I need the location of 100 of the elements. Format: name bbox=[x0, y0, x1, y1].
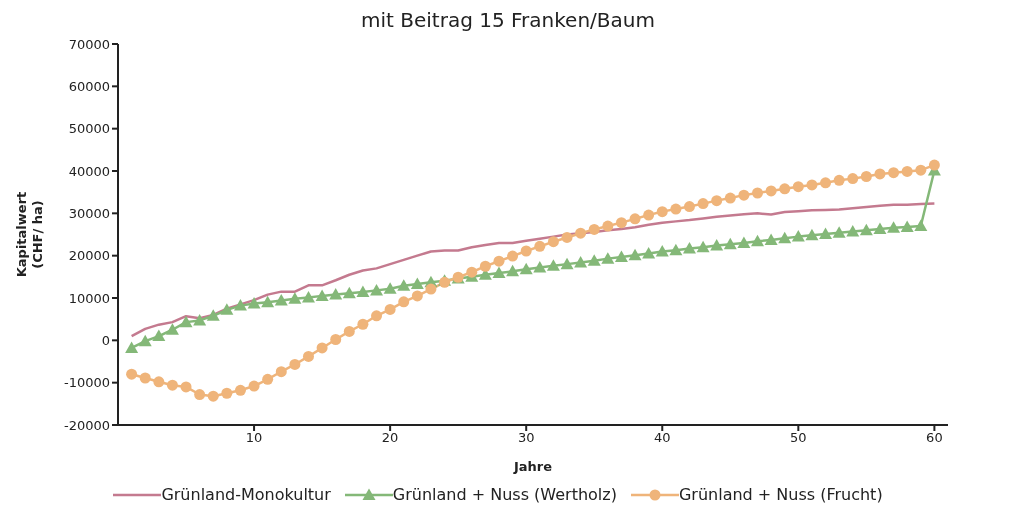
point bbox=[220, 303, 234, 315]
point bbox=[506, 264, 520, 277]
point bbox=[206, 309, 220, 321]
point bbox=[847, 173, 859, 185]
point bbox=[723, 237, 737, 250]
point bbox=[859, 223, 873, 236]
x-tick-label: 10 bbox=[245, 430, 263, 446]
x-tick-label: 60 bbox=[926, 430, 943, 446]
y-tick-label: 70000 bbox=[68, 36, 110, 52]
point bbox=[832, 226, 846, 238]
point bbox=[655, 244, 669, 257]
y-tick-label: 40000 bbox=[68, 163, 110, 179]
point bbox=[153, 376, 165, 388]
point bbox=[425, 283, 437, 295]
point bbox=[247, 297, 261, 309]
point bbox=[493, 255, 505, 267]
point bbox=[193, 313, 207, 326]
point bbox=[411, 290, 423, 302]
point bbox=[384, 303, 396, 315]
point bbox=[628, 248, 642, 261]
point bbox=[752, 187, 764, 199]
point bbox=[710, 239, 724, 251]
point bbox=[410, 277, 424, 290]
point bbox=[370, 283, 384, 296]
chart-title: mit Beitrag 15 Franken/Baum bbox=[360, 8, 656, 34]
legend-label: Grünland + Nuss (Wertholz) bbox=[392, 485, 617, 504]
point bbox=[683, 201, 695, 213]
point bbox=[520, 245, 532, 257]
point bbox=[791, 230, 805, 242]
point bbox=[330, 333, 342, 345]
y-tick-label: 30000 bbox=[68, 205, 110, 221]
point bbox=[507, 250, 519, 262]
legend-label: Grünland-Monokultur bbox=[161, 485, 331, 504]
point bbox=[316, 342, 328, 354]
x-tick-label: 50 bbox=[790, 430, 807, 446]
point bbox=[888, 167, 900, 179]
point bbox=[792, 181, 804, 193]
point bbox=[180, 381, 192, 393]
point bbox=[301, 291, 315, 303]
point bbox=[315, 289, 329, 301]
point bbox=[805, 228, 819, 241]
point bbox=[915, 164, 927, 176]
point bbox=[682, 241, 696, 254]
point bbox=[274, 294, 288, 306]
point bbox=[179, 315, 193, 328]
point bbox=[546, 259, 560, 271]
point bbox=[547, 236, 559, 248]
point bbox=[643, 209, 655, 221]
point bbox=[602, 220, 614, 232]
point bbox=[248, 380, 260, 392]
point bbox=[928, 159, 940, 171]
point bbox=[398, 296, 410, 308]
point bbox=[696, 240, 710, 253]
point bbox=[289, 358, 301, 370]
point bbox=[126, 368, 138, 380]
point bbox=[356, 285, 370, 298]
point bbox=[629, 213, 641, 225]
x-axis-title: Jahre bbox=[512, 459, 553, 474]
point bbox=[519, 262, 533, 275]
point bbox=[765, 185, 777, 197]
point bbox=[751, 234, 765, 247]
point bbox=[466, 266, 478, 278]
y-tick-label: 50000 bbox=[68, 121, 110, 137]
point bbox=[288, 292, 302, 304]
point bbox=[779, 183, 791, 195]
point bbox=[221, 387, 233, 399]
point bbox=[343, 325, 355, 337]
point bbox=[165, 323, 179, 335]
point bbox=[656, 206, 668, 218]
point bbox=[887, 221, 901, 233]
y-tick-label: 10000 bbox=[68, 290, 110, 306]
point bbox=[207, 390, 219, 402]
point bbox=[819, 227, 833, 240]
point bbox=[806, 179, 818, 191]
point bbox=[778, 231, 792, 244]
point bbox=[846, 225, 860, 237]
point bbox=[587, 254, 601, 266]
y-tick-label: 20000 bbox=[68, 248, 110, 264]
legend-label: Grünland + Nuss (Frucht) bbox=[678, 485, 883, 504]
point bbox=[900, 220, 914, 232]
point bbox=[575, 227, 587, 239]
point bbox=[152, 329, 166, 342]
point bbox=[234, 384, 246, 396]
point bbox=[601, 252, 615, 264]
point bbox=[397, 279, 411, 291]
point bbox=[738, 189, 750, 201]
point bbox=[194, 389, 206, 401]
point bbox=[860, 171, 872, 182]
x-tick-label: 40 bbox=[653, 430, 671, 446]
point bbox=[492, 266, 506, 279]
point bbox=[166, 379, 178, 391]
point bbox=[615, 217, 627, 229]
x-tick-label: 30 bbox=[517, 430, 535, 446]
point bbox=[139, 372, 151, 384]
x-tick-label: 20 bbox=[381, 430, 399, 446]
point bbox=[670, 203, 682, 215]
point bbox=[342, 286, 356, 299]
point bbox=[329, 288, 343, 300]
point bbox=[724, 192, 736, 204]
point bbox=[261, 295, 275, 308]
